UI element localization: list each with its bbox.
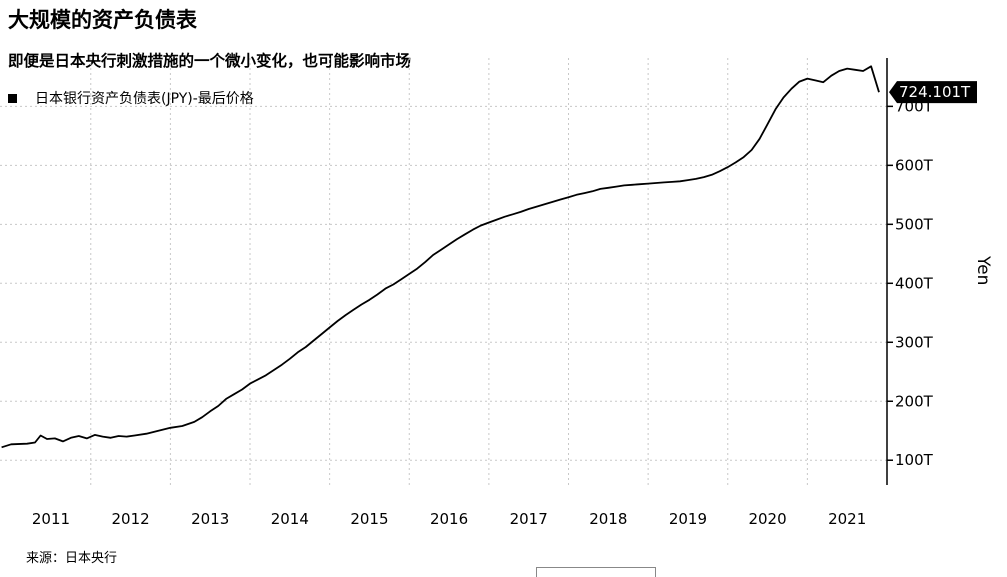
x-tick-label: 2011: [32, 510, 70, 528]
last-value-label: 724.101T: [899, 83, 971, 101]
y-tick-label: 100T: [895, 451, 934, 469]
legend-label: 日本银行资产负债表(JPY)-最后价格: [35, 91, 254, 107]
x-tick-label: 2015: [350, 510, 388, 528]
vertical-gridlines: [90, 58, 808, 485]
y-tick-label: 400T: [895, 274, 934, 292]
x-axis-ticks: 2011 2012 2013 2014 2015 2016 2017 2018 2019 2020…: [32, 510, 866, 528]
y-tick-label: 500T: [895, 215, 934, 233]
x-tick-label: 2016: [430, 510, 468, 528]
x-tick-label: 2018: [589, 510, 627, 528]
series-line-balance-sheet: [1, 65, 880, 449]
x-tick-label: 2020: [748, 510, 786, 528]
x-tick-label: 2012: [111, 510, 149, 528]
legend: 日本银行资产负债表(JPY)-最后价格: [8, 88, 254, 108]
y-axis-label: Yen: [973, 255, 993, 285]
y-tick-label: 300T: [895, 333, 934, 351]
x-tick-label: 2014: [271, 510, 309, 528]
x-tick-label: 2017: [510, 510, 548, 528]
footer-box: [536, 567, 656, 577]
x-tick-label: 2021: [828, 510, 866, 528]
x-tick-label: 2013: [191, 510, 229, 528]
last-value-tag: 724.101T: [889, 81, 977, 104]
chart-subtitle: 即便是日本央行刺激措施的一个微小变化，也可能影响市场: [8, 52, 412, 70]
last-value-tag-background: [889, 81, 977, 104]
legend-swatch: [8, 93, 17, 103]
source-note: 来源：日本央行: [26, 551, 118, 566]
x-tick-label: 2019: [669, 510, 707, 528]
horizontal-gridlines: [0, 105, 887, 461]
y-tick-label: 200T: [895, 392, 934, 410]
chart-title: 大规模的资产负债表: [8, 8, 197, 32]
y-tick-label: 600T: [895, 156, 934, 174]
